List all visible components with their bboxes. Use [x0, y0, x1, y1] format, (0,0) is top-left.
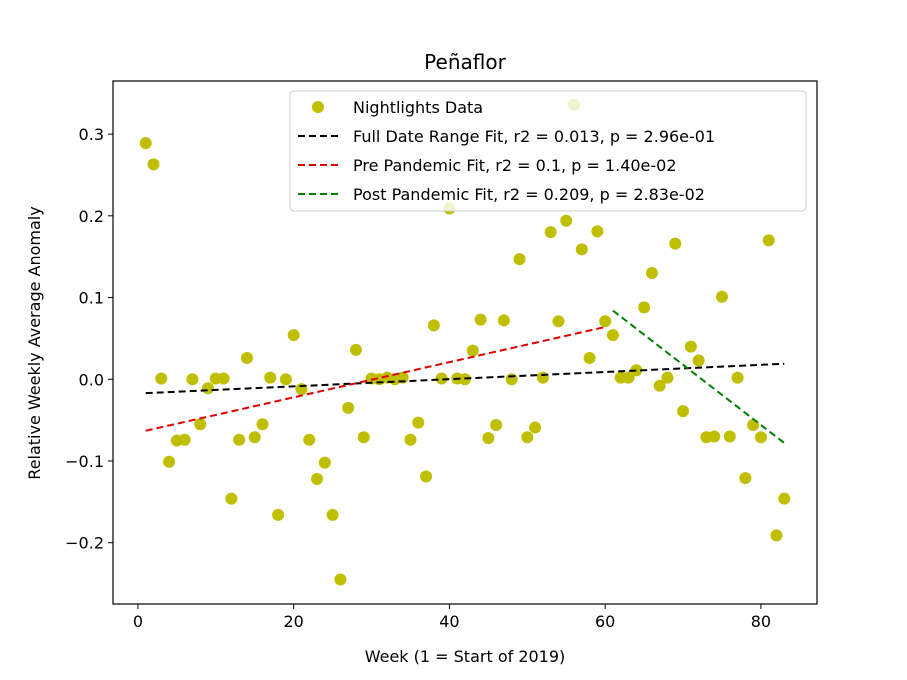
data-point: [778, 492, 791, 505]
data-point: [155, 372, 168, 385]
data-point: [349, 343, 362, 356]
data-point: [731, 371, 744, 384]
data-point: [279, 373, 292, 386]
data-point: [513, 253, 526, 266]
y-tick-label: 0.1: [79, 289, 104, 308]
data-point: [482, 432, 495, 445]
data-point: [583, 352, 596, 365]
data-point: [217, 372, 230, 385]
data-point: [357, 431, 370, 444]
data-point: [334, 573, 347, 586]
data-point: [139, 137, 152, 150]
data-point: [747, 419, 760, 432]
data-point: [739, 472, 752, 485]
data-point: [287, 329, 300, 342]
data-point: [466, 344, 479, 357]
data-point: [622, 371, 635, 384]
legend-label: Full Date Range Fit, r2 = 0.013, p = 2.9…: [353, 127, 715, 146]
data-point: [536, 371, 549, 384]
data-point: [264, 371, 277, 384]
data-point: [497, 314, 510, 327]
data-point: [342, 401, 355, 414]
data-point: [684, 340, 697, 353]
y-axis-label: Relative Weekly Average Anomaly: [25, 206, 44, 479]
data-point: [529, 421, 542, 434]
data-point: [147, 158, 160, 171]
legend-marker: [312, 101, 324, 113]
x-axis-label: Week (1 = Start of 2019): [365, 647, 566, 666]
y-tick-label: 0.3: [79, 125, 104, 144]
data-point: [256, 418, 269, 431]
data-point: [178, 433, 191, 446]
post-fit-line: [612, 309, 785, 444]
plot-frame: [112, 80, 818, 605]
data-point: [638, 301, 651, 314]
data-point: [762, 234, 775, 247]
data-point: [303, 433, 316, 446]
data-point: [427, 319, 440, 332]
data-point: [326, 508, 339, 521]
plot-area: [139, 98, 791, 586]
data-point: [599, 315, 612, 328]
data-point: [194, 418, 207, 431]
x-tick-label: 60: [595, 612, 615, 631]
data-point: [669, 237, 682, 250]
data-point: [630, 364, 643, 377]
data-point: [233, 433, 246, 446]
y-tick-label: −0.2: [65, 534, 104, 553]
data-point: [560, 214, 573, 227]
x-tick-label: 20: [283, 612, 303, 631]
full-fit-line: [145, 362, 785, 395]
chart-title: Peñaflor: [424, 50, 506, 74]
data-point: [723, 430, 736, 443]
data-point: [318, 456, 331, 469]
data-point: [490, 419, 503, 432]
data-point: [708, 430, 721, 443]
x-tick-label: 80: [751, 612, 771, 631]
data-point: [692, 354, 705, 367]
data-point: [575, 243, 588, 256]
data-point: [606, 329, 619, 342]
data-point: [272, 508, 285, 521]
data-point: [225, 492, 238, 505]
data-point: [754, 431, 767, 444]
data-point: [661, 371, 674, 384]
x-tick-label: 0: [133, 612, 143, 631]
data-point: [435, 372, 448, 385]
data-point: [677, 405, 690, 418]
y-tick-label: −0.1: [65, 452, 104, 471]
data-point: [521, 431, 534, 444]
x-tick-label: 40: [439, 612, 459, 631]
data-point: [591, 225, 604, 238]
legend-box: [289, 90, 807, 212]
data-point: [653, 379, 666, 392]
pre-fit-line: [145, 325, 606, 432]
data-point: [420, 470, 433, 483]
data-point: [770, 529, 783, 542]
legend: Nightlights Data Full Date Range Fit, r2 …: [289, 90, 807, 212]
legend-label: Nightlights Data: [353, 98, 483, 117]
y-tick-label: 0.0: [79, 370, 104, 389]
data-point: [404, 433, 417, 446]
data-point: [240, 352, 253, 365]
data-point: [715, 290, 728, 303]
data-point: [474, 313, 487, 326]
data-point: [412, 416, 425, 429]
data-point: [505, 373, 518, 386]
legend-label: Post Pandemic Fit, r2 = 0.209, p = 2.83e…: [353, 185, 705, 204]
data-point: [163, 455, 176, 468]
data-point: [645, 267, 658, 280]
legend-label: Pre Pandemic Fit, r2 = 0.1, p = 1.40e-02: [353, 156, 677, 175]
data-point: [248, 431, 261, 444]
data-point: [186, 373, 199, 386]
data-point: [552, 315, 565, 328]
data-point: [202, 382, 215, 395]
y-tick-label: 0.2: [79, 207, 104, 226]
data-point: [544, 226, 557, 239]
data-point: [311, 472, 324, 485]
axis-ticks: 0 20 40 60 80 −0.2 −0.1 0.0 0.1 0.2 0.3: [65, 125, 771, 631]
